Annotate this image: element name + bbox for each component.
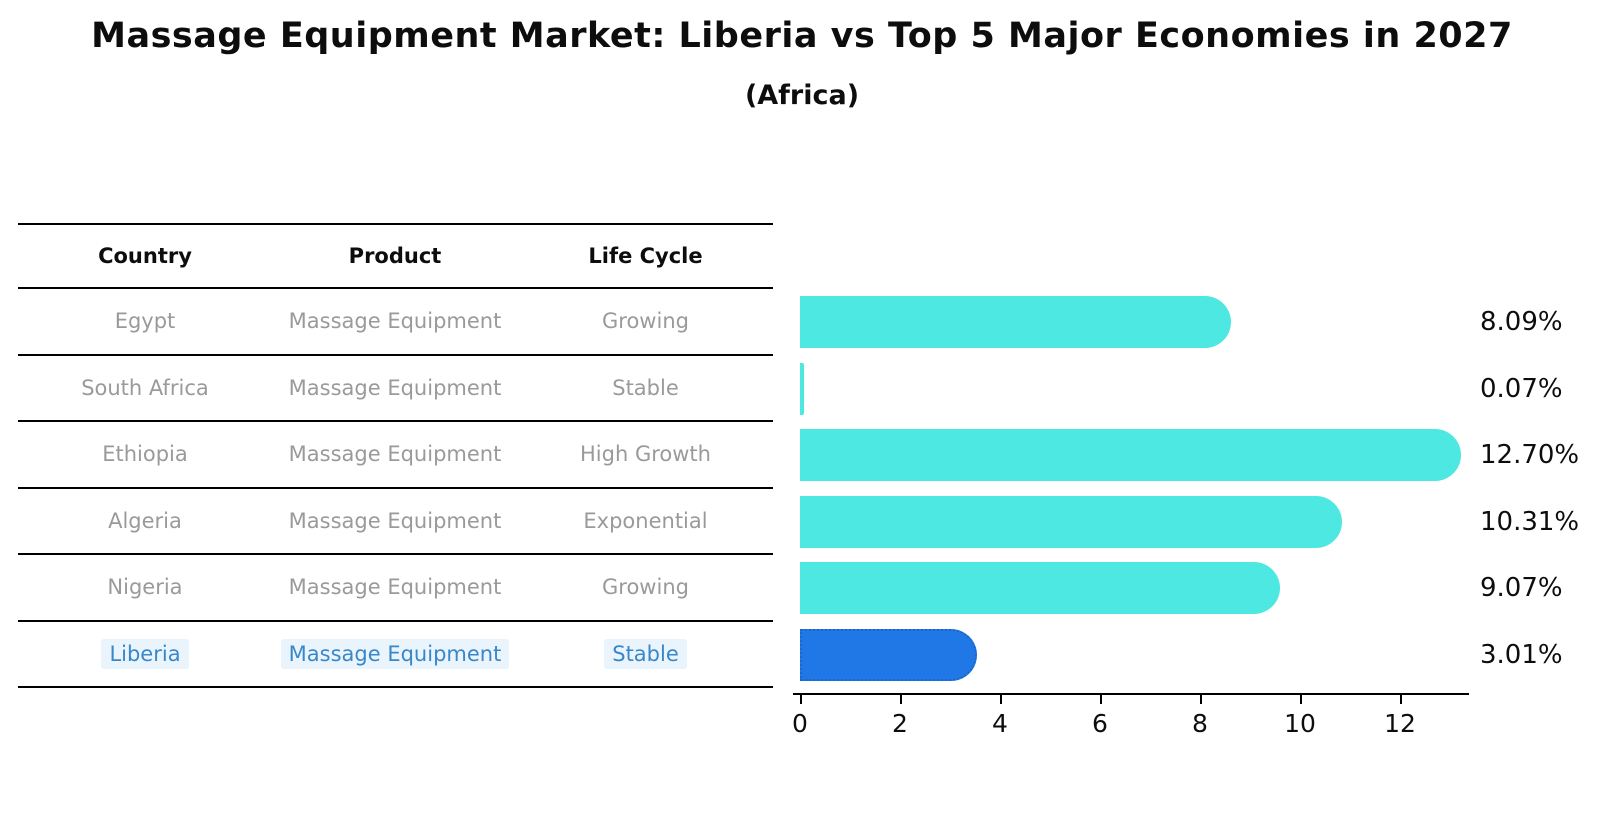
value-label: 12.70% xyxy=(1480,440,1580,471)
table-cell-text: South Africa xyxy=(81,375,209,400)
x-axis-tick-label: 2 xyxy=(892,709,908,738)
table-header-cell: Country xyxy=(98,244,192,268)
x-axis-tick-label: 0 xyxy=(792,709,808,738)
table-header-row: Country Product Life Cycle xyxy=(18,223,773,289)
table-cell-text: Massage Equipment xyxy=(288,442,502,467)
value-label: 9.07% xyxy=(1480,573,1563,604)
table-cell-text: Massage Equipment xyxy=(288,309,502,334)
table-cell-text: Ethiopia xyxy=(102,442,188,467)
x-axis-tick-label: 10 xyxy=(1284,709,1316,738)
table-cell: Algeria xyxy=(18,509,272,533)
table-cell: Exponential xyxy=(518,509,773,533)
value-label: 10.31% xyxy=(1480,506,1580,537)
table-cell-text: Growing xyxy=(602,575,689,600)
table-cell-text: Massage Equipment xyxy=(288,575,502,600)
bar-ethiopia xyxy=(800,429,1461,482)
x-axis-tick xyxy=(1400,695,1402,704)
table-header-cell: Product xyxy=(348,244,442,268)
bar-egypt xyxy=(800,296,1231,349)
table-cell: Massage Equipment xyxy=(272,638,518,669)
x-axis-tick xyxy=(1200,695,1202,704)
table-cell-text: Egypt xyxy=(114,309,176,334)
x-axis-tick xyxy=(1100,695,1102,704)
table-header-cell: Life Cycle xyxy=(588,244,703,268)
table-cell: Massage Equipment xyxy=(272,442,518,466)
table-cell-text: Algeria xyxy=(108,508,182,533)
x-axis-tick-label: 4 xyxy=(992,709,1008,738)
bar-nigeria xyxy=(800,562,1280,615)
table-row: Nigeria Massage Equipment Growing xyxy=(18,555,773,622)
table-cell-text: Massage Equipment xyxy=(288,375,502,400)
table-cell: Massage Equipment xyxy=(272,376,518,400)
table-cell-text: Massage Equipment xyxy=(288,508,502,533)
table-cell: High Growth xyxy=(518,442,773,466)
x-axis-tick-label: 6 xyxy=(1092,709,1108,738)
x-axis-tick-label: 8 xyxy=(1192,709,1208,738)
bar-south-africa xyxy=(800,362,804,415)
table-cell: Growing xyxy=(518,575,773,599)
table-cell-text: Massage Equipment xyxy=(280,638,510,669)
table-row: Liberia Massage Equipment Stable xyxy=(18,622,773,688)
table-cell-text: High Growth xyxy=(580,442,711,467)
x-axis-tick-label: 12 xyxy=(1384,709,1416,738)
value-label: 0.07% xyxy=(1480,373,1563,404)
value-label: 3.01% xyxy=(1480,639,1563,670)
table-cell-text: Growing xyxy=(602,309,689,334)
page-title: Massage Equipment Market: Liberia vs Top… xyxy=(91,16,1513,56)
table-cell-text: Nigeria xyxy=(107,575,183,600)
table-row: Algeria Massage Equipment Exponential xyxy=(18,489,773,555)
table-cell-text: Stable xyxy=(604,638,687,669)
x-axis-tick xyxy=(1300,695,1302,704)
table-cell: Ethiopia xyxy=(18,442,272,466)
x-axis-tick xyxy=(800,695,802,704)
table-cell: Massage Equipment xyxy=(272,509,518,533)
table-cell-text: Stable xyxy=(612,375,679,400)
table-cell: Stable xyxy=(518,638,773,669)
table-cell: Stable xyxy=(518,376,773,400)
table-cell: Massage Equipment xyxy=(272,575,518,599)
x-axis-tick xyxy=(1000,695,1002,704)
table-cell: Egypt xyxy=(18,309,272,333)
table-cell: Growing xyxy=(518,309,773,333)
table-cell: Massage Equipment xyxy=(272,309,518,333)
value-label: 8.09% xyxy=(1480,307,1563,338)
x-axis-tick xyxy=(900,695,902,704)
table-cell: Liberia xyxy=(18,638,272,669)
table-cell: Nigeria xyxy=(18,575,272,599)
x-axis-line xyxy=(793,693,1469,695)
table-cell: South Africa xyxy=(18,376,272,400)
country-table: Country Product Life Cycle Egypt Massage Eq… xyxy=(18,223,773,688)
bar-chart: 8.09% 0.07% 12.70% 10.31% 9.07% 3.01% 0 2 4 6 8 10 1… xyxy=(792,223,1600,783)
page-subtitle: (Africa) xyxy=(744,80,860,111)
table-cell-text: Exponential xyxy=(583,508,708,533)
table-row: Egypt Massage Equipment Growing xyxy=(18,289,773,356)
bar-algeria xyxy=(800,495,1342,548)
table-cell-text: Liberia xyxy=(101,638,189,669)
table-row: Ethiopia Massage Equipment High Growth xyxy=(18,422,773,489)
bar-highlight-liberia xyxy=(800,628,977,681)
table-row: South Africa Massage Equipment Stable xyxy=(18,356,773,422)
